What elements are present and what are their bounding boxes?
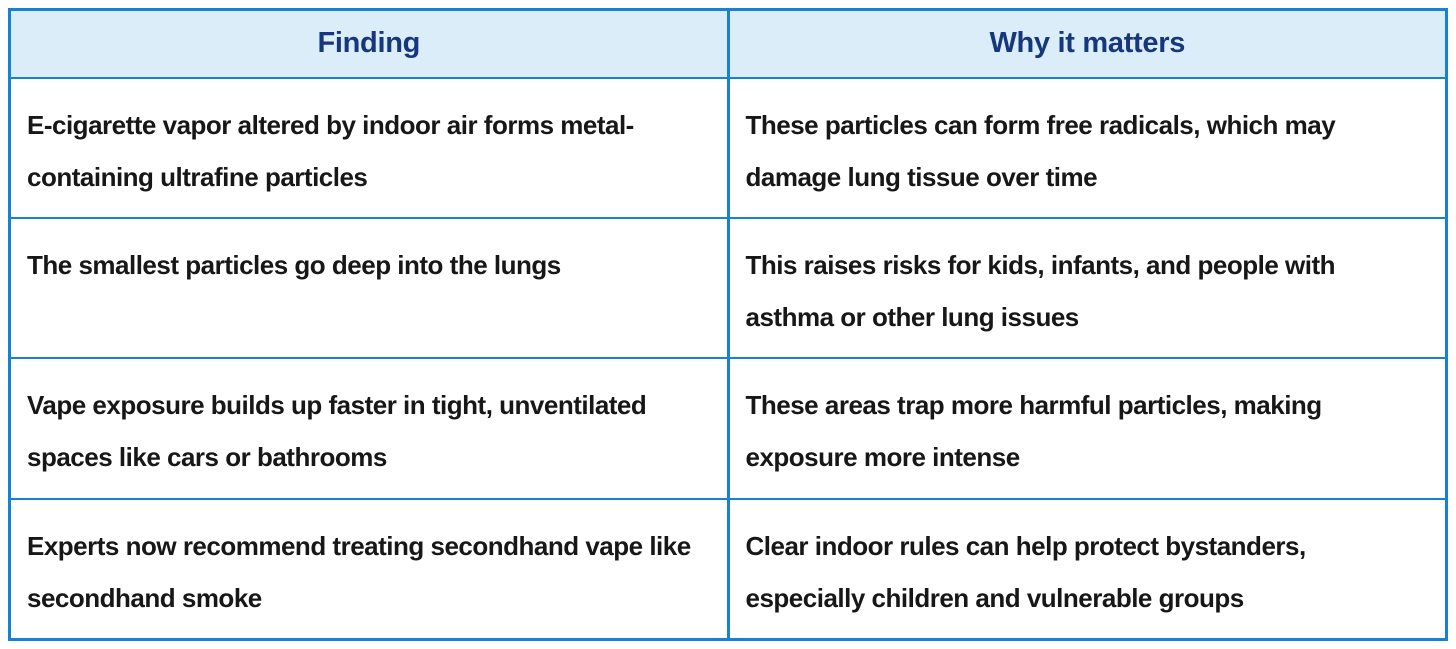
cell-finding: Vape exposure builds up faster in tight,… bbox=[8, 357, 730, 500]
table-row: The smallest particles go deep into the … bbox=[8, 216, 1448, 360]
table-row: Experts now recommend treating secondhan… bbox=[8, 497, 1448, 641]
header-row: Finding Why it matters bbox=[8, 8, 1448, 79]
cell-why-it-matters: Clear indoor rules can help protect byst… bbox=[726, 497, 1448, 641]
table-row: Vape exposure builds up faster in tight,… bbox=[8, 357, 1448, 500]
table-row: E-cigarette vapor altered by indoor air … bbox=[8, 76, 1448, 219]
table-header: Finding Why it matters bbox=[8, 8, 1448, 79]
cell-why-it-matters: This raises risks for kids, infants, and… bbox=[726, 216, 1448, 360]
column-header-why-it-matters: Why it matters bbox=[726, 8, 1448, 79]
cell-why-it-matters: These particles can form free radicals, … bbox=[726, 76, 1448, 219]
cell-finding: The smallest particles go deep into the … bbox=[8, 216, 730, 360]
findings-table: Finding Why it matters E-cigarette vapor… bbox=[8, 8, 1448, 641]
cell-finding: E-cigarette vapor altered by indoor air … bbox=[8, 76, 730, 219]
cell-why-it-matters: These areas trap more harmful particles,… bbox=[726, 357, 1448, 500]
findings-table-container: Finding Why it matters E-cigarette vapor… bbox=[8, 8, 1448, 641]
column-header-finding: Finding bbox=[8, 8, 730, 79]
cell-finding: Experts now recommend treating secondhan… bbox=[8, 497, 730, 641]
table-body: E-cigarette vapor altered by indoor air … bbox=[8, 76, 1448, 641]
